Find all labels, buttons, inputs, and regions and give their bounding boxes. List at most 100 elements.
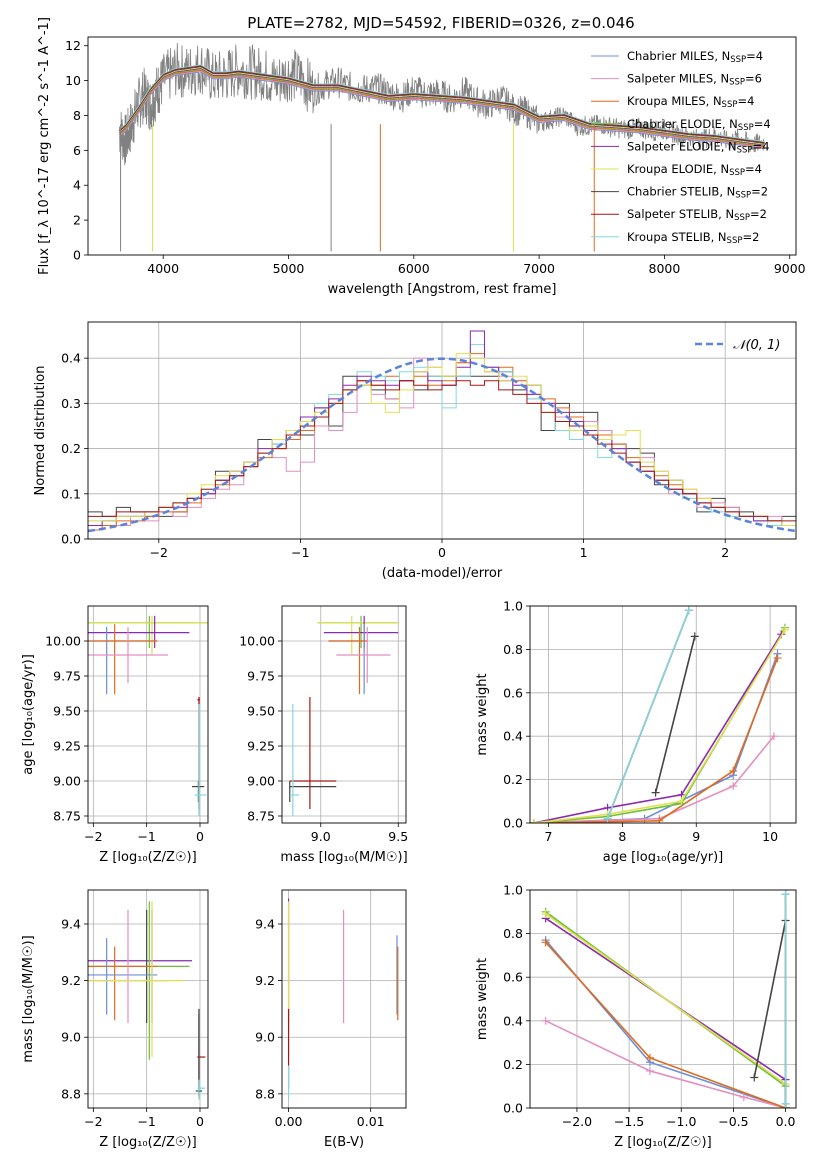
y-tick-label: 10.00 <box>239 634 275 649</box>
x-axis-label: wavelength [Angstrom, rest frame] <box>328 282 557 297</box>
y-tick-label: 1.0 <box>503 599 523 614</box>
mass-weight-line <box>533 657 779 823</box>
y-axis-label: Normed distribution <box>33 366 48 496</box>
x-tick-label: −1.5 <box>614 1114 644 1129</box>
mass-weight-marker <box>750 1073 759 1082</box>
x-tick-label: 0 <box>196 1114 204 1129</box>
mass-weight-line <box>533 629 786 823</box>
x-tick-label: 1 <box>580 545 588 560</box>
model-spectrum-line <box>119 67 765 145</box>
panels: 4000 5000 6000 7000 8000 9000024681012wavelen… <box>21 17 806 1150</box>
x-tick-label: 8 <box>618 829 626 844</box>
y-tick-label: 10 <box>65 73 81 88</box>
y-tick-label: 8 <box>73 108 81 123</box>
y-tick-label: 9.50 <box>53 704 81 719</box>
x-axis-label: Z [log₁₀(Z/Z☉)] <box>614 1135 711 1150</box>
legend-label: Salpeter STELIB, NSSP=2 <box>627 207 767 223</box>
histogram-step <box>88 380 796 522</box>
legend-label: 𝒩(0, 1) <box>733 338 780 353</box>
panel-massweight_vs_Z: −2.0 −1.5 −1.0 −0.5 0.0 0.0 0.2 0.4 0.6 0.8 1.0 Z [… <box>475 883 797 1150</box>
y-tick-label: 10.00 <box>45 634 81 649</box>
y-tick-label: 0.8 <box>503 926 523 941</box>
panel-mass_vs_EBV: 0.00 0.01 8.8 9.0 9.2 9.4 E(B-V) <box>255 889 407 1150</box>
axes-frame <box>87 889 209 1109</box>
mass-weight-marker <box>781 890 790 899</box>
y-tick-label: 8.8 <box>61 1086 81 1101</box>
y-axis-label: Flux [f_λ 10^-17 erg cm^-2 s^-1 A^-1] <box>37 17 52 275</box>
y-tick-label: 9.25 <box>247 739 275 754</box>
plot-marks <box>541 890 790 1108</box>
x-tick-label: 9.5 <box>388 829 408 844</box>
x-tick-label: −1 <box>137 1114 155 1129</box>
mass-weight-marker <box>690 632 699 641</box>
panel-spectrum: 4000 5000 6000 7000 8000 9000 0 2 4 6 8 10 12 wavelen… <box>37 17 806 297</box>
mass-weight-marker <box>541 938 550 947</box>
y-tick-label: 4 <box>73 178 81 193</box>
plot-marks <box>287 898 399 1100</box>
model-spectrum-line <box>119 68 765 147</box>
mass-weight-marker <box>769 732 778 741</box>
y-tick-label: 9.50 <box>247 704 275 719</box>
mass-weight-line <box>654 636 696 793</box>
figure-title: PLATE=2782, MJD=54592, FIBERID=0326, z=0… <box>247 14 634 32</box>
model-spectrum-line <box>119 64 765 143</box>
axes-frame <box>281 605 407 824</box>
mass-weight-marker <box>541 909 550 918</box>
x-tick-label: −1 <box>137 829 155 844</box>
x-tick-label: 0.01 <box>357 1114 385 1129</box>
legend-label: Chabrier MILES, NSSP=4 <box>627 49 763 65</box>
x-tick-label: 7 <box>544 829 552 844</box>
y-tick-label: 9.0 <box>61 1030 81 1045</box>
x-tick-label: 4000 <box>147 261 179 276</box>
x-tick-label: 9 <box>692 829 700 844</box>
y-axis-label: mass weight <box>475 673 490 755</box>
panel-age_vs_Z: −2 −1 0 8.75 9.00 9.25 9.50 9.75 10.00 Z [log₁₀(Z… <box>21 605 209 865</box>
y-axis-label: age [log₁₀(age/yr)] <box>21 654 36 775</box>
model-spectrum-line <box>119 70 765 149</box>
x-tick-label: −2 <box>84 1114 102 1129</box>
y-tick-label: 0.2 <box>503 1057 523 1072</box>
x-tick-label: 9000 <box>774 261 806 276</box>
y-tick-label: 0.0 <box>503 816 523 831</box>
x-axis-label: (data-model)/error <box>382 566 503 581</box>
y-tick-label: 0.6 <box>503 970 523 985</box>
y-tick-label: 8.8 <box>255 1086 275 1101</box>
legend-label: Chabrier ELODIE, NSSP=4 <box>627 117 771 133</box>
y-tick-label: 9.75 <box>53 669 81 684</box>
legend-label: Salpeter MILES, NSSP=6 <box>627 72 762 88</box>
panel-mass_vs_Z: −2 −1 0 8.8 9.0 9.2 9.4 Z [log₁₀(Z/Z☉)] mass [lo… <box>21 889 209 1150</box>
y-tick-label: 0.4 <box>61 351 81 366</box>
y-tick-label: 0.4 <box>503 729 523 744</box>
x-tick-label: −1 <box>291 545 309 560</box>
model-spectrum-line <box>119 65 765 143</box>
x-tick-label: −2 <box>84 829 102 844</box>
legend-label: Chabrier STELIB, NSSP=2 <box>627 185 768 201</box>
x-tick-label: 2 <box>721 545 729 560</box>
x-axis-label: age [log₁₀(age/yr)] <box>603 850 724 865</box>
y-tick-label: 8.75 <box>53 809 81 824</box>
y-tick-label: 12 <box>65 38 81 53</box>
x-tick-label: −0.5 <box>718 1114 748 1129</box>
y-axis-label: mass weight <box>475 958 490 1040</box>
y-tick-label: 9.00 <box>247 774 275 789</box>
y-tick-label: 9.00 <box>53 774 81 789</box>
plot-marks <box>88 615 208 816</box>
mass-weight-marker <box>729 766 738 775</box>
legend-label: Salpeter ELODIE, NSSP=4 <box>627 139 770 155</box>
mass-weight-marker <box>530 819 538 823</box>
x-tick-label: 0 <box>196 829 204 844</box>
legend-label: Kroupa MILES, NSSP=4 <box>627 94 754 110</box>
y-tick-label: 8.75 <box>247 809 275 824</box>
mass-weight-marker <box>541 1016 550 1025</box>
y-tick-label: 9.75 <box>247 669 275 684</box>
mass-weight-marker <box>645 1053 654 1062</box>
x-tick-label: 0 <box>438 545 446 560</box>
y-tick-label: 0.4 <box>503 1013 523 1028</box>
legend-label: Kroupa STELIB, NSSP=2 <box>627 230 759 246</box>
y-tick-label: 9.2 <box>61 973 81 988</box>
y-tick-label: 0.2 <box>61 441 81 456</box>
plot-marks <box>289 615 399 816</box>
mass-weight-line <box>753 920 787 1078</box>
plot-marks <box>88 330 796 533</box>
